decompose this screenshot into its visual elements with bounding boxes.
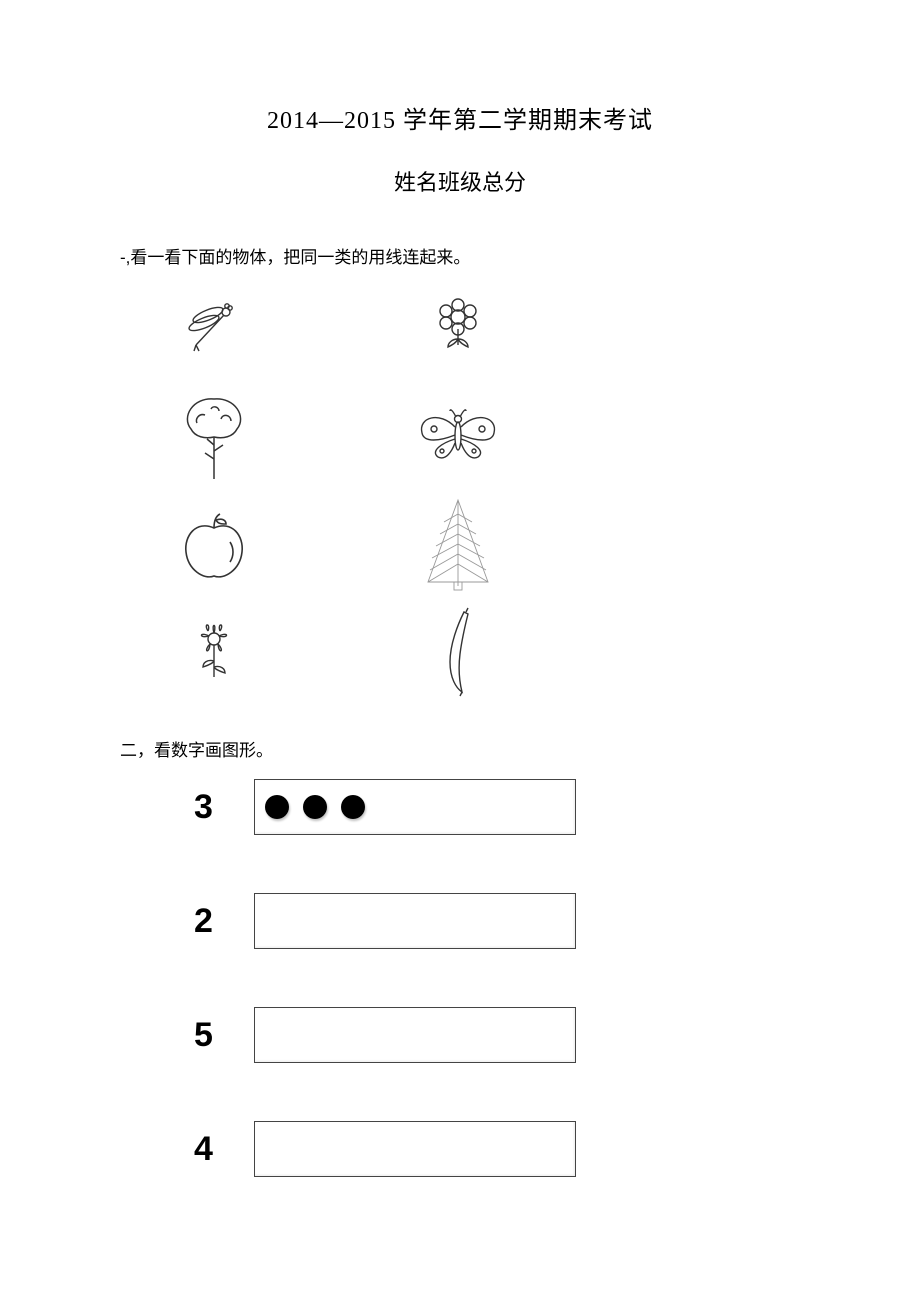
q2-row-2: 5 xyxy=(194,1007,800,1063)
dot-icon xyxy=(341,795,365,819)
q1-row-3 xyxy=(170,500,800,588)
q2-num-0: 3 xyxy=(194,788,254,827)
q2-row-3: 4 xyxy=(194,1121,800,1177)
q2-num-1: 2 xyxy=(194,902,254,941)
q2-box-1[interactable] xyxy=(254,893,576,949)
question-2-rows: 3 2 5 4 xyxy=(120,779,800,1177)
q2-num-3: 4 xyxy=(194,1130,254,1169)
banana-icon xyxy=(408,608,508,696)
pine-tree-icon xyxy=(408,500,508,588)
question-1-grid xyxy=(170,284,800,696)
flower-sharp-icon xyxy=(170,608,258,696)
q2-row-1: 2 xyxy=(194,893,800,949)
question-1-label: -,看一看下面的物体，把同一类的用线连起来。 xyxy=(120,243,800,268)
question-2-label: 二，看数字画图形。 xyxy=(120,736,800,761)
q1-row-2 xyxy=(170,392,800,480)
q2-box-0[interactable] xyxy=(254,779,576,835)
dot-icon xyxy=(303,795,327,819)
flower-round-icon xyxy=(408,284,508,372)
q2-box-2[interactable] xyxy=(254,1007,576,1063)
apple-icon xyxy=(170,500,258,588)
page-title: 2014—2015 学年第二学期期末考试 xyxy=(120,100,800,135)
q2-num-2: 5 xyxy=(194,1016,254,1055)
page-subtitle: 姓名班级总分 xyxy=(120,165,800,197)
butterfly-icon xyxy=(408,392,508,480)
tree-icon xyxy=(170,392,258,480)
q2-box-3[interactable] xyxy=(254,1121,576,1177)
dot-icon xyxy=(265,795,289,819)
q1-row-1 xyxy=(170,284,800,372)
q2-row-0: 3 xyxy=(194,779,800,835)
q1-row-4 xyxy=(170,608,800,696)
dragonfly-icon xyxy=(170,284,258,372)
